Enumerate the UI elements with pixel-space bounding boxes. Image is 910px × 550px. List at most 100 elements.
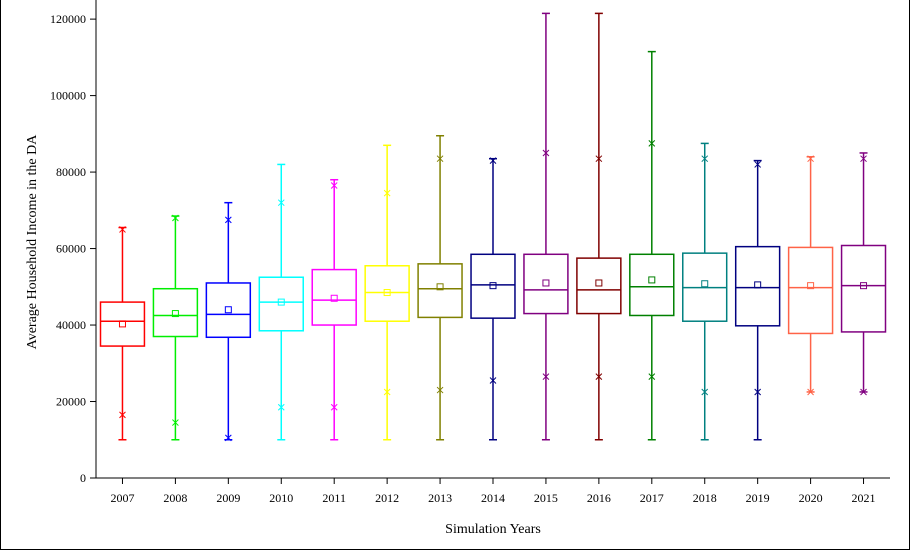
p1-marker-stroke bbox=[860, 388, 867, 396]
p99-marker-stroke bbox=[489, 157, 497, 164]
iqr-box bbox=[734, 245, 781, 327]
p99-marker bbox=[119, 226, 126, 233]
p99-marker bbox=[330, 182, 338, 189]
box-2021 bbox=[840, 152, 887, 396]
p99-marker-stroke bbox=[330, 182, 338, 189]
p1-marker bbox=[542, 373, 550, 381]
p1-marker bbox=[330, 403, 338, 411]
p1-marker-stroke bbox=[648, 373, 656, 381]
x-tick-label: 2011 bbox=[322, 491, 346, 505]
p1-marker bbox=[172, 419, 179, 426]
p99-marker bbox=[172, 214, 179, 222]
p99-marker-stroke bbox=[754, 161, 762, 168]
p1-marker-stroke bbox=[330, 403, 338, 411]
p1-marker-stroke bbox=[383, 388, 391, 396]
y-tick-label: 20000 bbox=[56, 395, 86, 409]
p99-marker-stroke bbox=[807, 155, 814, 163]
x-tick-label: 2017 bbox=[640, 491, 664, 505]
mean-marker bbox=[224, 306, 232, 314]
x-tick-label: 2008 bbox=[163, 491, 187, 505]
p1-marker bbox=[754, 388, 762, 396]
p99-marker bbox=[224, 216, 232, 224]
p1-marker-stroke bbox=[119, 411, 126, 419]
mean-marker bbox=[701, 280, 709, 288]
p1-marker bbox=[119, 411, 126, 419]
p99-marker bbox=[436, 155, 444, 163]
p99-marker-stroke bbox=[860, 155, 867, 163]
x-axis-title: Simulation Years bbox=[445, 522, 541, 537]
box-2016 bbox=[576, 12, 622, 441]
mean-marker bbox=[542, 279, 550, 287]
iqr-box bbox=[787, 246, 834, 335]
iqr-box bbox=[311, 268, 357, 326]
p1-marker-stroke bbox=[595, 373, 603, 381]
iqr-box bbox=[417, 263, 463, 319]
iqr-box bbox=[470, 253, 516, 319]
iqr-box bbox=[576, 257, 622, 315]
p99-marker bbox=[807, 155, 814, 163]
p99-marker bbox=[860, 155, 867, 163]
box-2020 bbox=[787, 155, 834, 396]
p99-marker-stroke bbox=[436, 155, 444, 163]
box-2009 bbox=[205, 201, 252, 442]
mean-marker bbox=[595, 279, 603, 287]
p99-marker bbox=[595, 155, 603, 163]
box-2011 bbox=[311, 178, 357, 441]
p99-marker bbox=[277, 199, 285, 207]
iqr-box bbox=[840, 244, 887, 333]
p1-marker bbox=[277, 403, 285, 411]
box-2008 bbox=[152, 214, 199, 441]
x-tick-label: 2013 bbox=[428, 491, 452, 505]
p99-marker bbox=[754, 161, 762, 168]
x-tick-label: 2015 bbox=[534, 491, 558, 505]
x-tick-label: 2007 bbox=[110, 491, 134, 505]
p99-marker-stroke bbox=[383, 189, 391, 197]
box-2015 bbox=[523, 12, 569, 441]
plot-area bbox=[99, 12, 887, 442]
x-tick-label: 2012 bbox=[375, 491, 399, 505]
box-2014 bbox=[470, 157, 516, 441]
box-2018 bbox=[682, 142, 728, 441]
mean-marker bbox=[171, 310, 179, 318]
p1-marker-stroke bbox=[754, 388, 762, 396]
iqr-box bbox=[205, 282, 252, 339]
mean-marker bbox=[436, 283, 444, 291]
x-tick-label: 2018 bbox=[693, 491, 717, 505]
p1-marker-stroke bbox=[436, 386, 444, 394]
box-2019 bbox=[734, 159, 781, 441]
x-tick-label: 2021 bbox=[852, 491, 876, 505]
p99-marker-stroke bbox=[172, 214, 179, 222]
p1-marker-stroke bbox=[277, 403, 285, 411]
p99-marker-stroke bbox=[224, 216, 232, 224]
iqr-box bbox=[523, 253, 569, 315]
x-tick-label: 2020 bbox=[799, 491, 823, 505]
box-2007 bbox=[99, 226, 146, 441]
p1-marker bbox=[648, 373, 656, 381]
y-tick-label: 60000 bbox=[56, 242, 86, 256]
x-axis-ticks: 2007 2008 2009 2010 2011 2012 2013 2014 2015 2016… bbox=[110, 478, 876, 505]
mean-marker bbox=[277, 298, 285, 306]
p99-marker bbox=[542, 149, 550, 157]
iqr-box bbox=[99, 301, 146, 347]
p99-marker-stroke bbox=[542, 149, 550, 157]
x-tick-label: 2014 bbox=[481, 491, 505, 505]
iqr-box bbox=[629, 253, 675, 317]
y-axis-ticks: 0 20000 40000 60000 80000 100000 120000 bbox=[50, 12, 96, 485]
y-axis-title: Average Household Income in the DA bbox=[25, 134, 40, 350]
p99-marker-stroke bbox=[277, 199, 285, 207]
mean-marker bbox=[383, 289, 391, 297]
mean-marker bbox=[489, 282, 497, 290]
p99-marker bbox=[383, 189, 391, 197]
x-tick-label: 2009 bbox=[216, 491, 240, 505]
x-tick-label: 2010 bbox=[269, 491, 293, 505]
p1-marker bbox=[860, 388, 867, 396]
y-tick-label: 120000 bbox=[50, 12, 86, 26]
p1-marker bbox=[383, 388, 391, 396]
p99-marker-stroke bbox=[701, 155, 709, 163]
mean-marker bbox=[860, 282, 868, 290]
iqr-box bbox=[152, 287, 199, 338]
mean-marker bbox=[648, 276, 656, 284]
p99-marker bbox=[489, 157, 497, 164]
p99-marker-stroke bbox=[119, 226, 126, 233]
